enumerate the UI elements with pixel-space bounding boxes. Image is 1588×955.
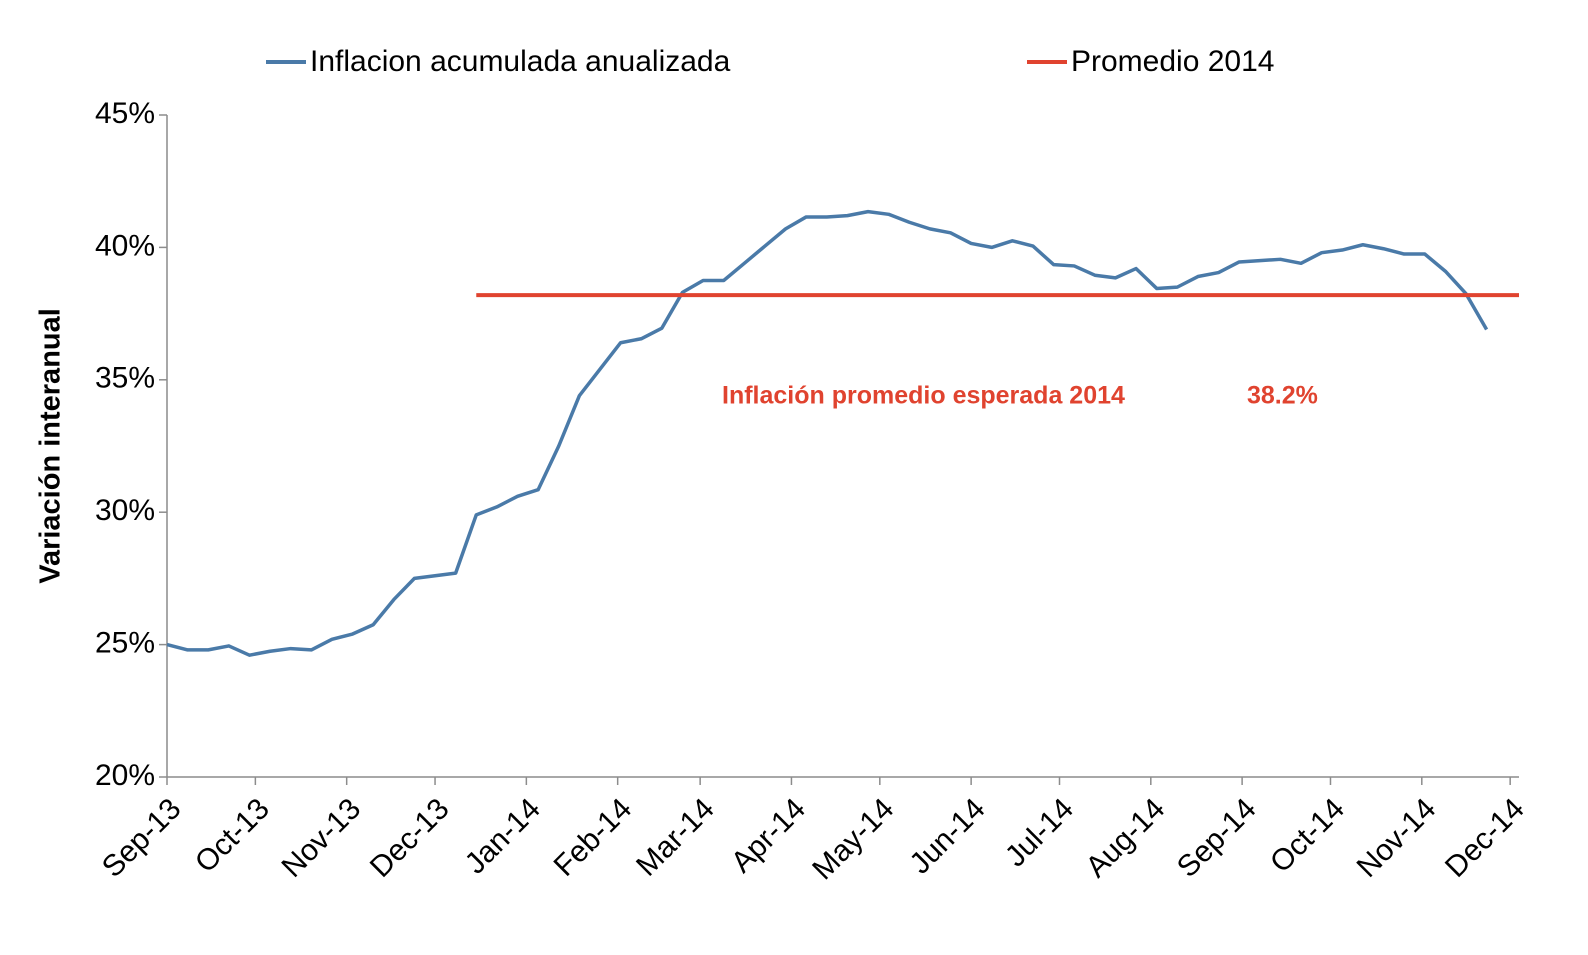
annotation: Inflación promedio esperada 2014 [722, 382, 1125, 410]
x-tick-label: Aug-14 [1080, 792, 1172, 884]
x-tick-label: Feb-14 [548, 792, 639, 883]
x-tick-label: Jul-14 [999, 792, 1080, 873]
legend-label: Inflacion acumulada anualizada [310, 45, 731, 78]
annotation: 38.2% [1247, 382, 1318, 410]
y-tick-label: 35% [95, 362, 155, 395]
y-tick-label: 40% [95, 229, 155, 262]
legend-label: Promedio 2014 [1071, 45, 1274, 78]
x-tick-label: Nov-14 [1351, 792, 1443, 884]
x-tick-label: Oct-14 [1264, 792, 1351, 879]
y-tick-label: 45% [95, 97, 155, 130]
y-tick-label: 20% [95, 759, 155, 792]
x-tick-label: Jan-14 [459, 792, 547, 880]
x-tick-label: Dec-14 [1439, 792, 1531, 884]
y-tick-label: 30% [95, 494, 155, 527]
x-tick-label: Sep-13 [96, 792, 188, 884]
x-tick-label: May-14 [806, 792, 900, 886]
y-tick-label: 25% [95, 627, 155, 660]
x-tick-label: Nov-13 [276, 792, 368, 884]
x-tick-label: Apr-14 [725, 792, 812, 879]
x-tick-label: Jun-14 [903, 792, 991, 880]
x-tick-label: Dec-13 [364, 792, 456, 884]
y-axis-label: Variación interanual [35, 308, 67, 584]
series-line [166, 209, 1489, 657]
x-tick-label: Oct-13 [189, 792, 276, 879]
x-tick-label: Sep-14 [1171, 792, 1263, 884]
x-tick-label: Mar-14 [630, 792, 721, 883]
